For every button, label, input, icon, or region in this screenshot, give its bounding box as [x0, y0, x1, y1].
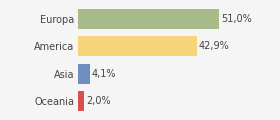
Text: 42,9%: 42,9%	[199, 41, 230, 51]
Bar	[78, 9, 219, 29]
Bar	[78, 64, 90, 84]
Bar	[78, 91, 84, 111]
Text: 2,0%: 2,0%	[86, 96, 111, 106]
Text: 51,0%: 51,0%	[221, 14, 252, 24]
Bar	[78, 36, 197, 56]
Text: 4,1%: 4,1%	[92, 69, 116, 79]
